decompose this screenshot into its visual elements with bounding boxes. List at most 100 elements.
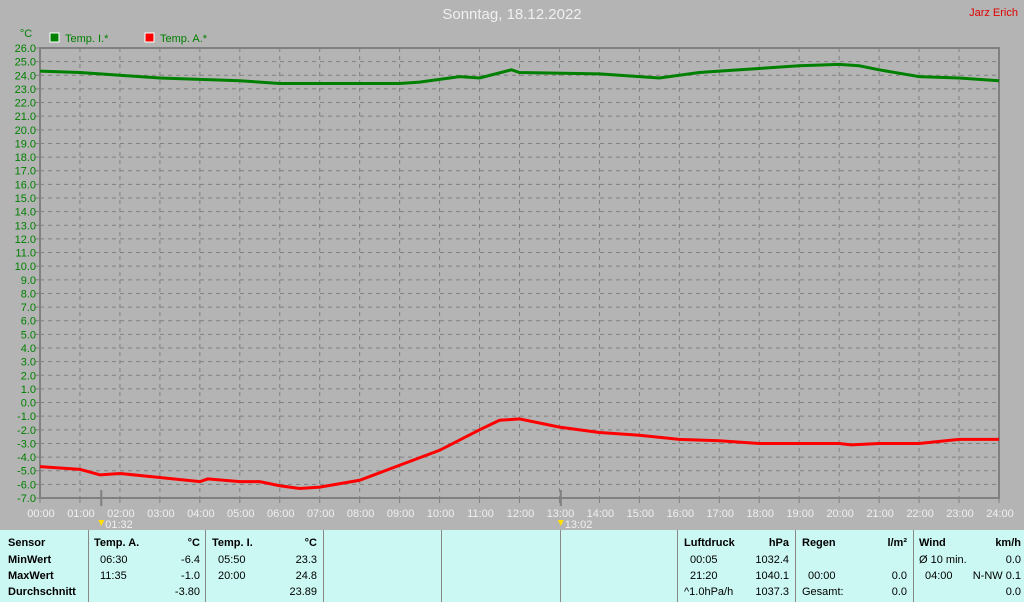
marker-arrow-icon	[557, 520, 564, 526]
y-tick-label: 16.0	[15, 179, 36, 191]
table-cell: 00:05	[690, 554, 718, 566]
table-cell: Temp. I.	[212, 537, 253, 549]
y-tick-label: 18.0	[15, 152, 36, 164]
legend-label: Temp. A.*	[160, 33, 208, 45]
column-divider	[913, 530, 914, 602]
y-tick-label: 5.0	[21, 329, 36, 341]
table-cell: Gesamt:	[802, 586, 844, 598]
y-tick-label: 3.0	[21, 357, 36, 369]
table-cell: Regen	[802, 537, 836, 549]
y-tick-label: 9.0	[21, 275, 36, 287]
y-tick-label: 26.0	[15, 43, 36, 55]
table-cell: ^1.0hPa/h	[684, 586, 734, 598]
x-tick-label: 19:00	[786, 508, 814, 520]
table-cell: 0.0	[891, 586, 907, 598]
y-tick-label: 0.0	[21, 398, 36, 410]
table-cell: °C	[304, 537, 317, 549]
table-cell: 05:50	[218, 554, 246, 566]
table-cell: -3.80	[174, 586, 200, 598]
y-tick-label: -1.0	[17, 411, 36, 423]
table-cell: MinWert	[8, 554, 52, 566]
y-tick-label: 25.0	[15, 57, 36, 69]
table-cell: 23.89	[289, 586, 317, 598]
y-tick-label: 22.0	[15, 98, 36, 110]
summary-table: Sensor MinWert MaxWert Durchschnitt Temp. A.…	[0, 530, 1024, 602]
table-cell: 24.8	[295, 570, 317, 582]
table-cell: 20:00	[218, 570, 246, 582]
legend-swatch	[144, 32, 155, 43]
column-divider	[323, 530, 324, 602]
y-tick-label: -4.0	[17, 452, 36, 464]
table-cell: km/h	[995, 537, 1021, 549]
column-divider	[441, 530, 442, 602]
y-tick-label: 11.0	[15, 248, 36, 260]
y-tick-label: 13.0	[15, 220, 36, 232]
y-tick-label: 1.0	[21, 384, 36, 396]
table-cell: 00:00	[808, 570, 836, 582]
x-tick-label: 22:00	[906, 508, 934, 520]
y-tick-label: 19.0	[15, 138, 36, 150]
column-divider	[677, 530, 678, 602]
table-cell: Ø 10 min.	[919, 554, 967, 566]
table-cell: -1.0	[181, 570, 200, 582]
table-cell: l/m²	[887, 537, 907, 549]
y-tick-label: 2.0	[21, 370, 36, 382]
x-tick-label: 07:00	[307, 508, 335, 520]
x-tick-label: 09:00	[387, 508, 415, 520]
chart-title: Sonntag, 18.12.2022	[442, 6, 582, 23]
column-divider	[205, 530, 206, 602]
x-tick-label: 18:00	[746, 508, 774, 520]
marker-time: 13:02	[565, 519, 593, 530]
x-tick-label: 04:00	[187, 508, 215, 520]
y-tick-label: 10.0	[15, 261, 36, 273]
legend-label: Temp. I.*	[65, 33, 109, 45]
x-tick-label: 16:00	[667, 508, 695, 520]
column-divider	[795, 530, 796, 602]
x-tick-label: 14:00	[587, 508, 615, 520]
column-divider	[560, 530, 561, 602]
y-tick-label: 8.0	[21, 288, 36, 300]
y-tick-label: 6.0	[21, 316, 36, 328]
x-tick-label: 01:00	[67, 508, 95, 520]
table-cell: 1040.1	[755, 570, 789, 582]
table-cell: 21:20	[690, 570, 718, 582]
x-tick-label: 11:00	[467, 508, 494, 520]
y-tick-label: 14.0	[15, 207, 36, 219]
table-cell: 11:35	[100, 570, 127, 582]
table-cell: °C	[187, 537, 200, 549]
table-cell: hPa	[768, 537, 789, 549]
x-tick-label: 10:00	[427, 508, 455, 520]
marker-time: 01:32	[105, 519, 133, 530]
x-tick-label: 05:00	[227, 508, 255, 520]
column-divider	[88, 530, 89, 602]
x-tick-label: 00:00	[27, 508, 55, 520]
table-cell: 1037.3	[755, 586, 789, 598]
marker-arrow-icon	[98, 520, 105, 526]
y-tick-label: 7.0	[21, 302, 36, 314]
table-cell: Temp. A.	[94, 537, 140, 549]
y-tick-label: 4.0	[21, 343, 36, 355]
y-tick-label: -3.0	[17, 438, 36, 450]
x-tick-label: 20:00	[826, 508, 854, 520]
table-cell: N-NW 0.1	[972, 570, 1021, 582]
y-tick-label: 23.0	[15, 84, 36, 96]
y-tick-label: 21.0	[15, 111, 36, 123]
author-label: Jarz Erich	[969, 7, 1018, 19]
table-cell: 04:00	[925, 570, 953, 582]
table-cell: 23.3	[295, 554, 317, 566]
table-cell: MaxWert	[8, 570, 54, 582]
table-cell: 06:30	[100, 554, 128, 566]
plot-frame	[39, 47, 1000, 499]
x-tick-label: 13:00	[547, 508, 575, 520]
x-tick-label: 21:00	[866, 508, 894, 520]
x-tick-label: 06:00	[267, 508, 295, 520]
y-axis-unit: °C	[20, 28, 32, 40]
x-tick-label: 02:00	[107, 508, 135, 520]
table-cell: Luftdruck	[684, 537, 735, 549]
table-cell: 0.0	[891, 570, 907, 582]
series-line-0	[39, 62, 1000, 85]
table-cell: Sensor	[8, 537, 46, 549]
series-line-1	[39, 417, 999, 490]
y-tick-label: -7.0	[17, 493, 36, 505]
y-tick-label: 12.0	[15, 234, 36, 246]
